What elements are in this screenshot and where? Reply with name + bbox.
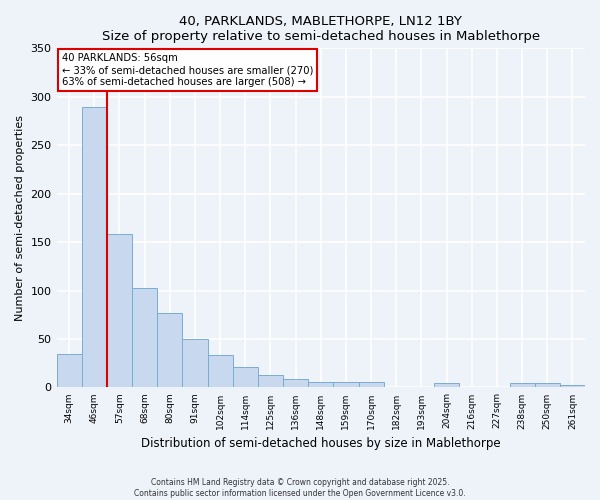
X-axis label: Distribution of semi-detached houses by size in Mablethorpe: Distribution of semi-detached houses by … bbox=[141, 437, 500, 450]
Bar bbox=[535, 382, 560, 388]
Bar bbox=[132, 288, 157, 388]
Bar bbox=[182, 339, 208, 388]
Text: 40 PARKLANDS: 56sqm
← 33% of semi-detached houses are smaller (270)
63% of semi-: 40 PARKLANDS: 56sqm ← 33% of semi-detach… bbox=[62, 54, 313, 86]
Bar bbox=[560, 384, 585, 388]
Bar bbox=[82, 108, 107, 388]
Y-axis label: Number of semi-detached properties: Number of semi-detached properties bbox=[15, 115, 25, 321]
Title: 40, PARKLANDS, MABLETHORPE, LN12 1BY
Size of property relative to semi-detached : 40, PARKLANDS, MABLETHORPE, LN12 1BY Siz… bbox=[102, 15, 540, 43]
Bar bbox=[283, 378, 308, 388]
Bar bbox=[157, 313, 182, 388]
Bar bbox=[434, 382, 459, 388]
Text: Contains HM Land Registry data © Crown copyright and database right 2025.
Contai: Contains HM Land Registry data © Crown c… bbox=[134, 478, 466, 498]
Bar bbox=[359, 382, 383, 388]
Bar bbox=[509, 382, 535, 388]
Bar bbox=[208, 356, 233, 388]
Bar bbox=[258, 375, 283, 388]
Bar bbox=[107, 234, 132, 388]
Bar bbox=[233, 367, 258, 388]
Bar bbox=[334, 382, 359, 388]
Bar bbox=[56, 354, 82, 388]
Bar bbox=[308, 382, 334, 388]
